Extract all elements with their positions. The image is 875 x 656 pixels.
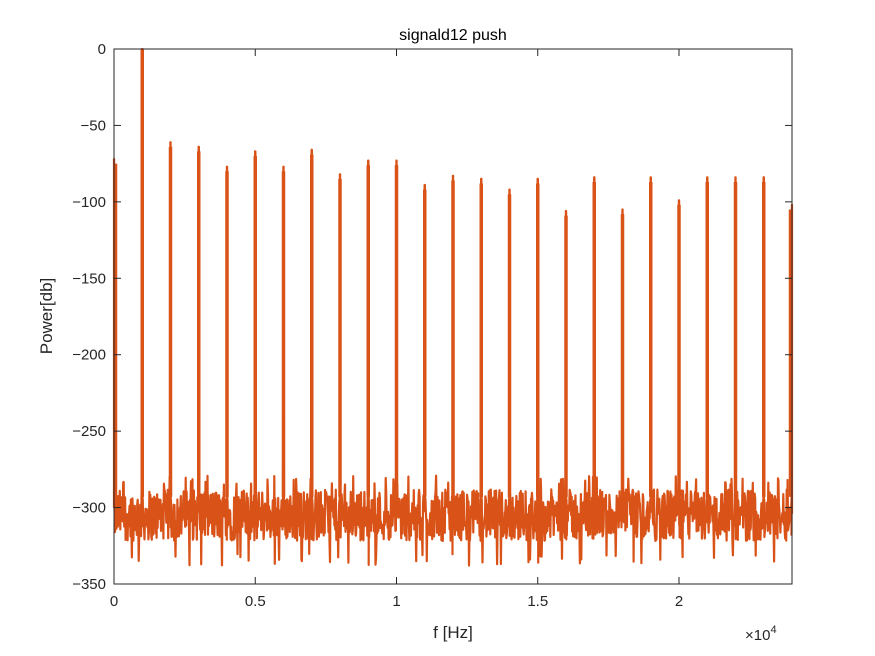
y-axis-ticks: 0 −50 −100 −150 −200 −250 −300 −350 <box>72 41 792 593</box>
y-tick-label: 0 <box>98 41 106 58</box>
x-tick-label: 0 <box>110 593 118 610</box>
y-tick-label: −50 <box>81 117 106 134</box>
plot-frame <box>113 48 793 585</box>
y-axis-label: Power[db] <box>37 278 56 355</box>
x-tick-label: 1.5 <box>527 593 548 610</box>
y-tick-label: −300 <box>72 500 106 517</box>
chart-title: signald12 push <box>399 27 507 44</box>
x-multiplier-exponent: 4 <box>770 624 776 636</box>
x-tick-label: 0.5 <box>245 593 266 610</box>
y-tick-label: −350 <box>72 576 106 593</box>
y-tick-label: −150 <box>72 270 106 287</box>
y-tick-label: −200 <box>72 347 106 364</box>
x-axis-ticks: 0 0.5 1 1.5 2 <box>110 49 683 610</box>
x-tick-label: 2 <box>675 593 683 610</box>
y-tick-label: −250 <box>72 423 106 440</box>
series-layer <box>112 47 794 567</box>
x-axis-multiplier: ×104 <box>745 624 777 644</box>
y-tick-label: −100 <box>72 194 106 211</box>
x-tick-label: 1 <box>392 593 400 610</box>
x-multiplier-base: ×10 <box>745 627 770 644</box>
x-axis-label: f [Hz] <box>433 623 473 642</box>
